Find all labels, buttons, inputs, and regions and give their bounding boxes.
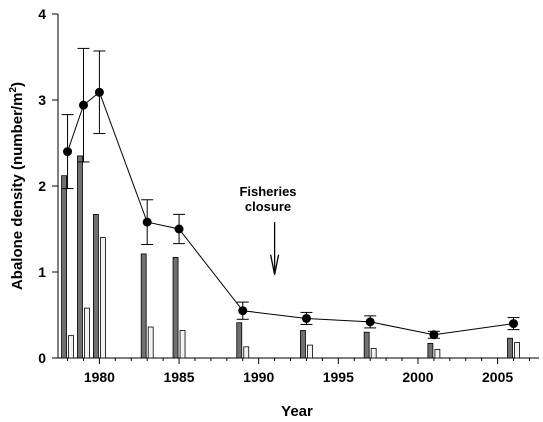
bar-series-2-bar bbox=[370, 348, 377, 359]
bar-series-1-bar bbox=[236, 322, 243, 359]
bar-series-2-bar bbox=[147, 326, 154, 359]
x-tick-label: 1995 bbox=[323, 369, 354, 385]
data-point-marker bbox=[63, 147, 73, 157]
density-line bbox=[67, 91, 514, 336]
bar-series-1-bar bbox=[140, 253, 147, 359]
y-axis-title-text: Abalone density (number/m bbox=[9, 93, 26, 291]
x-tick-label: 1980 bbox=[84, 369, 115, 385]
bar-series-2-bar bbox=[307, 344, 313, 359]
bar-series-2-bar bbox=[68, 335, 74, 359]
axes: 0 1 2 3 4 1980 1985 1990 1995 2000 2005 bbox=[38, 6, 539, 385]
bar-series-2-bar bbox=[179, 330, 186, 359]
x-axis-title: Year bbox=[281, 403, 313, 420]
data-point-marker bbox=[301, 313, 311, 323]
data-point-marker bbox=[142, 217, 152, 227]
bars bbox=[61, 155, 520, 359]
y-axis-title-suffix: ) bbox=[9, 82, 26, 87]
data-point-marker bbox=[509, 319, 519, 329]
data-point-marker bbox=[174, 224, 184, 234]
data-point-marker bbox=[429, 330, 439, 340]
data-point-marker bbox=[78, 100, 88, 110]
x-tick-label: 1990 bbox=[243, 369, 274, 385]
bar-series-2-bar bbox=[514, 342, 520, 359]
bar-series-2-bar bbox=[243, 346, 250, 359]
y-tick-label: 0 bbox=[38, 350, 46, 366]
bar-series-1-bar bbox=[172, 256, 179, 359]
bar-series-1-bar bbox=[93, 213, 99, 359]
density-line-series bbox=[61, 47, 520, 340]
y-axis-title: Abalone density (number/m2) bbox=[8, 82, 26, 290]
x-tick-label: 1985 bbox=[163, 369, 194, 385]
bar-series-2-bar bbox=[100, 237, 106, 359]
bar-series-1-bar bbox=[77, 155, 83, 359]
y-tick-label: 1 bbox=[38, 264, 46, 280]
annotation-line-1: Fisheries bbox=[239, 184, 296, 199]
y-tick-label: 3 bbox=[38, 92, 46, 108]
x-tick-label: 2000 bbox=[402, 369, 433, 385]
bar-series-1-bar bbox=[507, 337, 513, 359]
y-axis-title-superscript: 2 bbox=[8, 87, 19, 93]
bar-series-2-bar bbox=[84, 307, 90, 359]
bar-series-1-bar bbox=[61, 175, 67, 359]
annotation-line-2: closure bbox=[245, 199, 291, 214]
bar-series-1-bar bbox=[427, 342, 434, 359]
bar-series-1-bar bbox=[363, 331, 370, 359]
data-point-marker bbox=[94, 87, 104, 97]
x-tick-label: 2005 bbox=[482, 369, 513, 385]
y-tick-label: 2 bbox=[38, 178, 46, 194]
annotation: Fisheries closure bbox=[239, 184, 297, 275]
data-point-marker bbox=[365, 317, 375, 327]
bar-series-2-bar bbox=[434, 348, 441, 359]
y-tick-label: 4 bbox=[38, 6, 46, 22]
closure-arrow-head bbox=[269, 254, 280, 275]
data-point-marker bbox=[238, 306, 248, 316]
bar-series-1-bar bbox=[300, 330, 306, 359]
